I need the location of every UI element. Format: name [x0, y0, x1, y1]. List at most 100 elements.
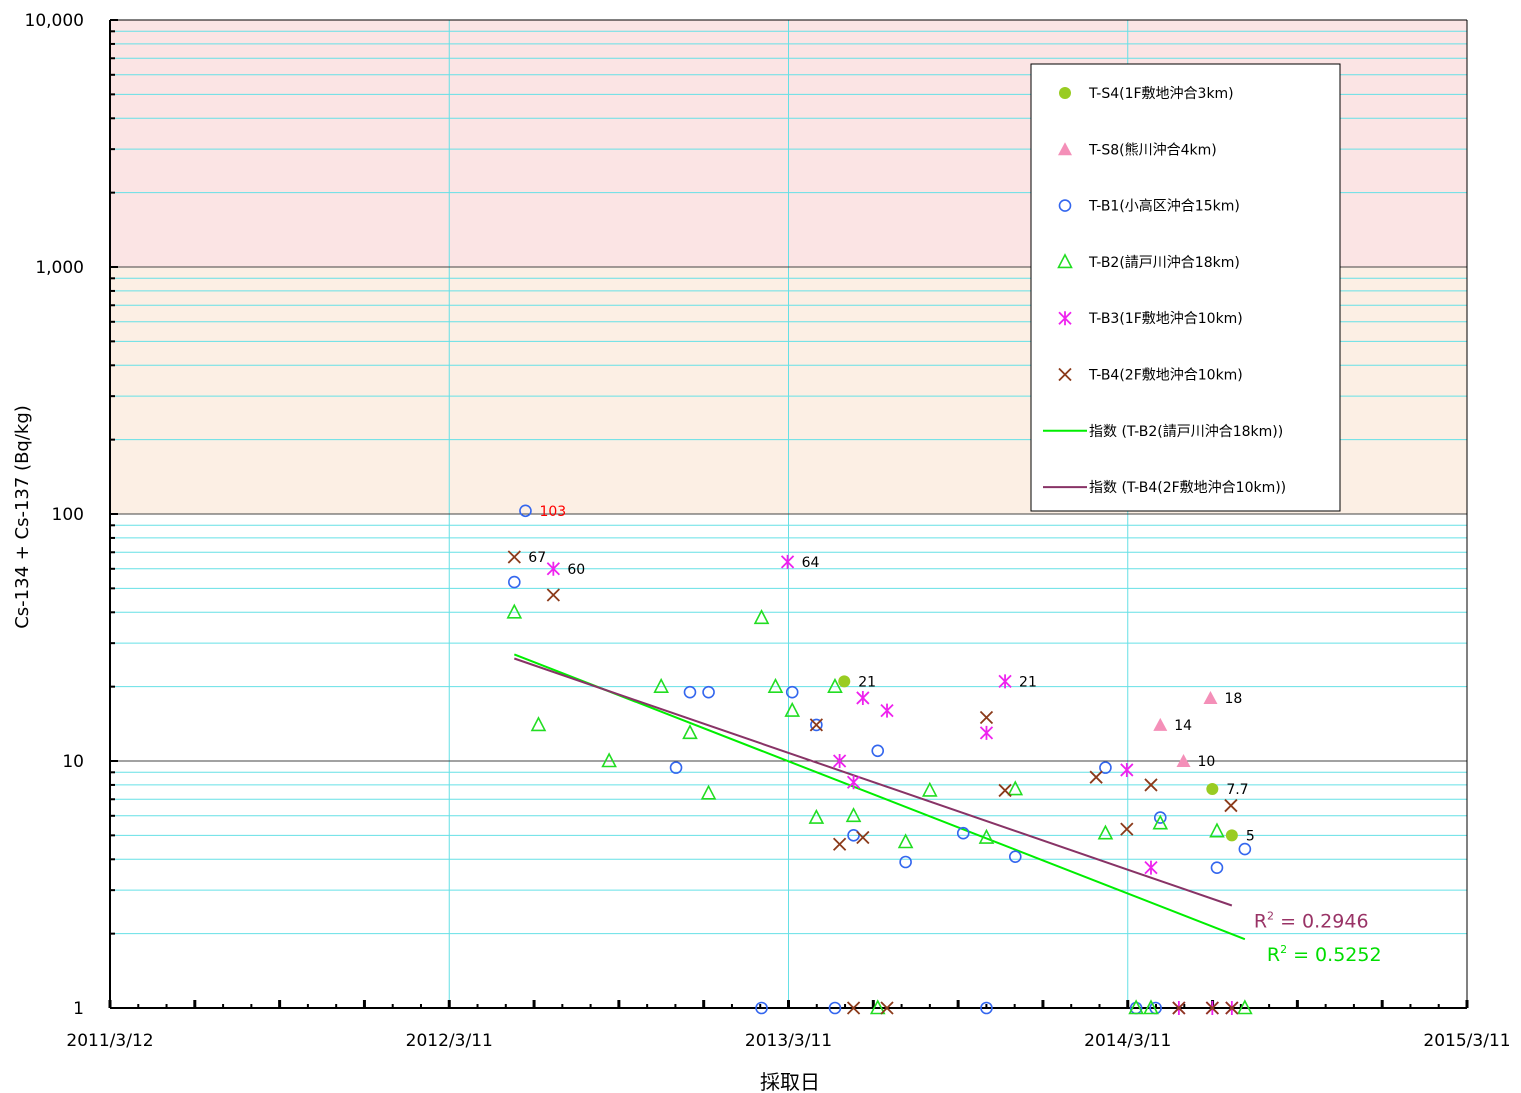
data-label: 14: [1174, 718, 1192, 734]
data-point-s3: [921, 781, 938, 797]
data-point-s3: [1209, 822, 1225, 838]
data-point-s4: [979, 725, 994, 740]
data-point-s5: [846, 1001, 861, 1015]
data-point-s4: [880, 703, 894, 718]
legend-marker: [1057, 253, 1073, 269]
data-label: 7.7: [1226, 782, 1248, 798]
data-point-s2: [1153, 811, 1167, 824]
data-point-s5: [1205, 1001, 1219, 1015]
r-squared-labels: R2 = 0.2946 R2 = 0.5252: [1254, 910, 1382, 967]
data-point-s3: [767, 677, 784, 693]
legend-label: 指数 (T-B4(2F敷地沖合10km)): [1089, 480, 1286, 496]
data-point-s4: [856, 690, 870, 705]
legend-marker: [1058, 199, 1072, 212]
data-point-s3: [753, 609, 770, 625]
data-point-s2: [956, 826, 970, 840]
data-point-s5: [507, 550, 521, 564]
x-tick-labels: 2011/3/12 2012/3/11 2013/3/11 2014/3/11 2015…: [66, 1031, 1510, 1051]
x-axis-title: 採取日: [760, 1070, 820, 1093]
data-point-s3: [978, 828, 995, 844]
data-point-s5: [856, 830, 870, 845]
data-point-s3: [1143, 999, 1159, 1015]
data-point-s5: [1120, 822, 1134, 836]
data-point-s5: [1224, 798, 1238, 813]
y-tick-label: 10: [62, 752, 84, 772]
legend-marker: [1058, 311, 1072, 326]
data-point-s2: [810, 718, 823, 732]
data-point-s2: [669, 761, 683, 774]
legend-label: T-B2(請戸川沖合18km): [1088, 255, 1240, 271]
trend-line-1: [513, 657, 1233, 907]
data-point-s2: [980, 1001, 993, 1015]
data-point-s4: [832, 754, 847, 768]
x-tick-label: 2011/3/12: [66, 1031, 153, 1051]
y-tick-label: 1: [73, 999, 84, 1019]
data-point-s5: [546, 588, 560, 602]
data-point-s5: [1144, 778, 1158, 792]
r-squared-label: R2 = 0.5252: [1267, 943, 1382, 966]
data-point-s3: [700, 784, 717, 800]
data-point-s3: [601, 752, 617, 768]
data-point-s3: [827, 677, 843, 693]
trend-lines: [513, 653, 1246, 941]
data-point-s4: [1120, 762, 1134, 777]
data-point-s3: [1152, 814, 1169, 830]
data-point-s3: [1128, 999, 1144, 1015]
data-point-s0: [838, 675, 851, 688]
data-point-s2: [785, 685, 799, 699]
data-point-s5: [1225, 1001, 1239, 1015]
data-point-s4: [998, 674, 1012, 689]
data-point-s1: [1203, 690, 1218, 704]
legend-marker: [1059, 87, 1071, 99]
x-tick-label: 2015/3/11: [1423, 1031, 1510, 1051]
data-point-s5: [979, 710, 994, 725]
y-tick-label: 10,000: [25, 11, 84, 31]
data-point-s5: [1172, 1001, 1186, 1015]
r-squared-label: R2 = 0.2946: [1254, 910, 1369, 933]
data-point-s3: [530, 716, 547, 732]
axis-ticks: [108, 19, 1469, 1009]
data-point-s2: [847, 829, 860, 842]
data-point-s3: [897, 833, 914, 849]
data-point-s5: [998, 783, 1012, 798]
data-point-s0: [1206, 783, 1219, 796]
y-axis-title: Cs-134 + Cs-137 (Bq/kg): [12, 405, 33, 629]
data-point-s2: [1099, 761, 1112, 774]
data-point-s3: [1007, 780, 1024, 796]
data-label: 5: [1246, 828, 1255, 844]
legend-label: T-B1(小高区沖合15km): [1088, 198, 1240, 215]
y-tick-labels: 1 10 100 1,000 10,000: [25, 11, 84, 1019]
legend-marker: [1058, 142, 1072, 156]
data-point-s5: [880, 1001, 894, 1015]
data-point-s1: [1153, 717, 1168, 731]
data-point-s3: [1237, 999, 1253, 1015]
data-point-s2: [871, 744, 885, 758]
legend-marker: [1058, 367, 1072, 382]
data-label: 67: [528, 550, 546, 566]
data-point-s3: [653, 677, 669, 693]
legend-box: [1030, 63, 1341, 512]
data-point-s2: [1210, 861, 1224, 874]
data-point-s3: [682, 724, 698, 740]
data-point-s2: [519, 504, 532, 518]
data-point-s4: [846, 775, 861, 790]
data-point-s0: [1225, 829, 1238, 842]
data-point-s3: [1097, 824, 1114, 840]
x-tick-label: 2014/3/11: [1084, 1031, 1171, 1051]
data-label: 60: [567, 562, 585, 578]
data-point-s2: [683, 685, 697, 699]
data-point-s2: [1008, 850, 1022, 863]
data-point-s2: [755, 1001, 768, 1015]
data-label: 10: [1198, 754, 1216, 770]
x-tick-label: 2012/3/11: [406, 1031, 493, 1051]
data-point-s4: [1144, 860, 1158, 875]
y-tick-label: 1,000: [35, 258, 84, 278]
value-annotations: 103 67 60 64 21 21 14 10 18 7.7 5: [528, 504, 1254, 845]
legend-label: T-B3(1F敷地沖合10km): [1088, 311, 1243, 327]
data-point-s5: [1089, 770, 1103, 784]
trend-line-0: [513, 653, 1246, 941]
data-point-s2: [702, 685, 715, 699]
data-point-s2: [1238, 842, 1252, 856]
data-point-s3: [506, 603, 523, 619]
